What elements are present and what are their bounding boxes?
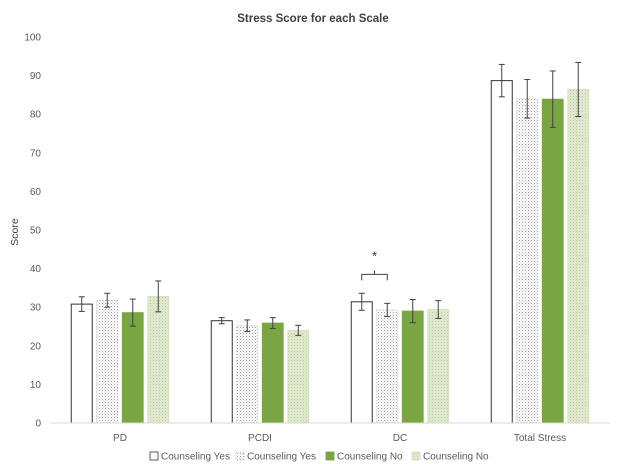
legend-swatch [149, 451, 159, 461]
legend-label: Counseling No [423, 452, 489, 463]
bar [96, 299, 119, 424]
bar [121, 312, 144, 424]
legend-item: Counseling Yes [235, 451, 316, 463]
bar [376, 309, 399, 424]
error-bar [269, 317, 276, 329]
error-bar [244, 319, 251, 333]
legend-swatch [235, 451, 245, 461]
y-axis-label: Score [9, 218, 21, 246]
error-bar [155, 280, 162, 313]
error-bar [575, 61, 582, 118]
significance-bracket: * [361, 248, 388, 281]
legend-item: Counseling Yes [149, 451, 230, 463]
bar [427, 309, 450, 424]
error-bar [218, 317, 225, 325]
error-bar [524, 78, 531, 119]
y-tick-label: 90 [30, 71, 42, 82]
y-tick-label: 50 [30, 226, 42, 237]
legend: Counseling Yes Counseling Yes Counseling N… [149, 451, 489, 463]
legend-label: Counseling No [337, 452, 403, 463]
category-labels: PD PCDI DC Total Stress [113, 433, 566, 444]
category-label: PD [113, 433, 127, 444]
error-bar [409, 298, 416, 324]
y-tick-label: 100 [24, 33, 41, 44]
y-tick-label: 20 [30, 341, 42, 352]
bar [70, 303, 93, 424]
error-bar [384, 302, 391, 317]
significance-marker: * [372, 248, 377, 263]
error-bar [104, 292, 111, 308]
legend-item: Counseling No [411, 451, 489, 463]
bar [210, 320, 233, 424]
bar [261, 322, 284, 424]
error-bar [549, 70, 556, 128]
category-label: DC [393, 433, 407, 444]
error-bar [295, 324, 302, 336]
y-axis-ticks: 0 10 20 30 40 50 60 70 80 90 100 [24, 33, 41, 430]
bar [401, 310, 424, 424]
legend-label: Counseling Yes [247, 452, 316, 463]
bar [490, 80, 513, 424]
legend-label: Counseling Yes [161, 452, 230, 463]
bar [516, 98, 539, 424]
error-bar [78, 296, 85, 312]
legend-item: Counseling No [325, 451, 403, 463]
error-bars [78, 61, 582, 336]
bar [236, 325, 259, 424]
legend-swatch [411, 451, 421, 461]
y-tick-label: 70 [30, 148, 42, 159]
y-tick-label: 30 [30, 303, 42, 314]
bar [287, 329, 310, 424]
error-bar [498, 63, 505, 98]
chart-title: Stress Score for each Scale [237, 13, 389, 25]
bar [541, 98, 564, 424]
bars [70, 80, 590, 424]
y-tick-label: 60 [30, 187, 42, 198]
y-tick-label: 0 [35, 419, 41, 430]
y-tick-label: 40 [30, 264, 42, 275]
legend-swatch [325, 451, 335, 461]
y-tick-label: 80 [30, 110, 42, 121]
category-label: PCDI [248, 433, 272, 444]
y-tick-label: 10 [30, 380, 42, 391]
error-bar [129, 298, 136, 327]
bar [147, 295, 170, 424]
bar [567, 89, 590, 424]
annotations: * [361, 248, 388, 281]
error-bar [435, 300, 442, 319]
error-bar [358, 292, 365, 311]
category-label: Total Stress [514, 433, 566, 444]
bar [350, 301, 373, 424]
